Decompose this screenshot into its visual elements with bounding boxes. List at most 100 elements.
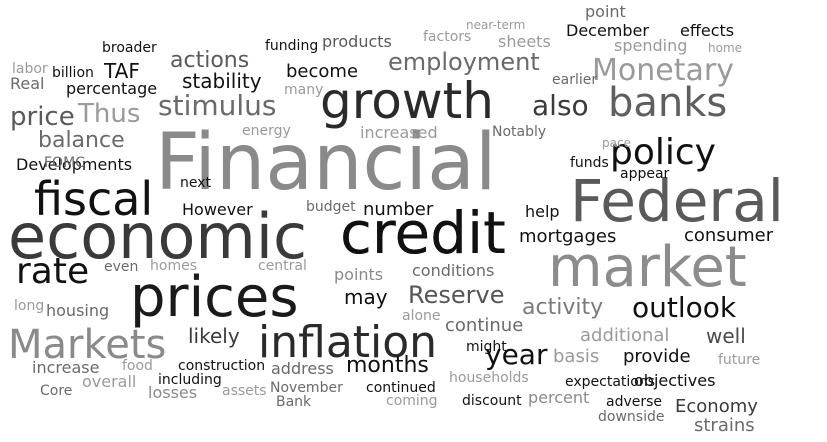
word-markets: Markets [8,321,167,368]
word-price: price [10,101,75,132]
word-discount: discount [462,392,522,409]
word-labor: labor [12,60,48,77]
word-core: Core [40,382,73,399]
word-year: year [485,337,548,371]
word-alone: alone [402,307,441,324]
word-long: long [14,297,45,314]
word-food: food [122,357,153,374]
word-december: December [566,21,649,41]
word-fiscal: fiscal [34,172,154,227]
word-credit: credit [340,199,506,268]
word-objectives: objectives [634,371,716,391]
word-banks: banks [608,79,728,126]
word-stability: stability [182,69,262,94]
word-next: next [180,174,212,191]
word-homes: homes [150,257,197,274]
word-losses: losses [148,383,198,403]
word-rate: rate [16,250,90,292]
word-future: future [718,351,761,368]
word-become: become [286,61,359,83]
word-economy: Economy [675,396,758,418]
word-balance: balance [38,127,125,153]
word-factors: factors [423,28,472,45]
word-conditions: conditions [412,261,495,281]
word-broader: broader [102,39,157,56]
word-help: help [525,202,560,222]
word-construction: construction [178,357,266,374]
word-growth: growth [320,71,494,130]
word-even: even [104,258,139,275]
word-many: many [284,81,324,98]
word-address: address [271,359,334,379]
word-budget: budget [306,198,356,215]
word-months: months [346,352,429,378]
word-federal: Federal [570,167,784,236]
word-november: November [270,379,343,396]
word-sheets: sheets [498,32,551,52]
word-market: market [548,234,747,300]
word-employment: employment [388,47,540,76]
word-products: products [322,32,392,52]
word-pace: pace [602,135,631,150]
word-central: central [258,257,307,274]
word-strains: strains [694,415,755,437]
word-financial: Financial [155,118,497,209]
word-near-term: near-term [466,17,526,32]
word-continued: continued [366,379,436,396]
word-notably: Notably [492,123,547,140]
word-earlier: earlier [552,71,598,88]
word-credit: credit [340,199,506,268]
word-might: might [466,338,507,355]
word-expectations: expectations [565,373,656,390]
word-increase: increase [32,358,100,378]
word-policy: policy [610,131,716,173]
word-prices: prices [130,264,299,330]
word-overall: overall [82,372,137,392]
word-funding: funding [265,37,319,54]
word-developments: Developments [16,155,133,175]
word-energy: energy [242,122,291,139]
word-also: also [532,88,589,122]
word-economic: economic [8,200,308,274]
word-mortgages: mortgages [519,226,617,248]
word-effects: effects [680,21,735,41]
word-provide: provide [623,346,691,368]
word-downside: downside [598,408,665,425]
word-additional: additional [580,325,670,347]
word-increased: increased [360,123,438,143]
word-reserve: Reserve [408,280,505,309]
word-actions: actions [170,47,250,73]
word-continue: continue [445,315,524,337]
word-including: including [158,371,222,388]
word-well: well [706,324,746,349]
word-funds: funds [570,154,609,171]
word-percent: percent [528,388,590,408]
word-real: Real [10,74,45,94]
word-consumer: consumer [684,225,774,247]
word-point: point [585,2,626,22]
word-housing: housing [46,301,110,321]
word-stimulus: stimulus [158,88,277,122]
word-basis: basis [553,346,600,368]
word-thus: Thus [78,98,141,129]
word-coming: coming [386,392,438,409]
word-fomc: FOMC [44,154,85,171]
word-percentage: percentage [66,79,158,99]
word-likely: likely [188,324,240,349]
word-households: households [449,369,529,386]
word-outlook: outlook [632,290,737,324]
word-adverse: adverse [606,393,663,410]
word-bank: Bank [276,393,312,410]
word-appear: appear [620,165,670,182]
word-assets: assets [222,382,267,399]
word-inflation: inflation [258,317,438,369]
word-may: may [344,285,388,310]
word-points: points [334,265,384,285]
word-number: number [363,199,434,221]
word-however: However [182,200,253,220]
word-billion: billion [52,64,94,81]
word-monetary: Monetary [592,53,734,89]
word-activity: activity [522,294,604,320]
word-spending: spending [614,36,688,56]
